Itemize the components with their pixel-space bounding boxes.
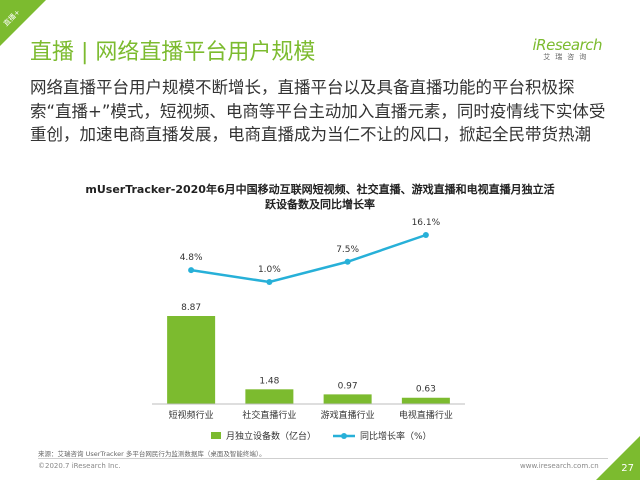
bar-label-0: 8.87 bbox=[181, 303, 201, 313]
logo-sub: 艾瑞咨询 bbox=[543, 53, 592, 61]
bar-label-1: 1.48 bbox=[259, 376, 279, 386]
growth-label-3: 16.1% bbox=[412, 218, 441, 228]
growth-label-2: 7.5% bbox=[336, 245, 359, 255]
growth-point-0 bbox=[188, 267, 195, 274]
bar-label-2: 0.97 bbox=[338, 381, 358, 391]
summary-text: 网络直播平台用户规模不断增长，直播平台以及具备直播功能的平台积极探索“直播+”模… bbox=[30, 78, 606, 144]
page-corner bbox=[596, 436, 640, 480]
category-label-0: 短视频行业 bbox=[169, 409, 214, 421]
category-label-1: 社交直播行业 bbox=[242, 409, 296, 421]
legend-bar-swatch bbox=[211, 432, 221, 439]
corner-ribbon bbox=[0, 0, 46, 46]
growth-line bbox=[190, 233, 427, 284]
bar-2 bbox=[323, 394, 372, 404]
bar-3 bbox=[401, 397, 450, 404]
logo-word: iResearch bbox=[532, 36, 603, 54]
bar-0 bbox=[167, 316, 216, 404]
growth-point-1 bbox=[266, 279, 273, 285]
growth-label-1: 1.0% bbox=[258, 265, 281, 275]
page-title: 直播 | 网络直播平台用户规模 bbox=[30, 40, 316, 65]
chart-title: mUserTracker-2020年6月中国移动互联网短视频、社交直播、游戏直播… bbox=[0, 182, 640, 212]
footer-divider bbox=[38, 458, 608, 459]
bar-label-3: 0.63 bbox=[416, 385, 436, 395]
category-label-3: 电视直播行业 bbox=[399, 409, 453, 421]
source-note: 来源：艾瑞咨询 UserTracker 多平台网民行为监测数据库（桌面及智能终端… bbox=[38, 450, 266, 458]
legend-bar-label: 月独立设备数（亿台） bbox=[226, 430, 316, 442]
growth-point-2 bbox=[344, 258, 351, 265]
page-number: 27 bbox=[621, 463, 634, 474]
growth-point-3 bbox=[422, 232, 429, 238]
growth-label-0: 4.8% bbox=[180, 253, 203, 263]
category-label-2: 游戏直播行业 bbox=[321, 409, 375, 421]
copyright: ©2020.7 iResearch Inc. bbox=[38, 462, 121, 470]
legend-line-label: 同比增长率（%） bbox=[360, 430, 432, 442]
website-link[interactable]: www.iresearch.com.cn bbox=[520, 462, 599, 470]
bar-1 bbox=[245, 389, 294, 404]
chart-title-line1: mUserTracker-2020年6月中国移动互联网短视频、社交直播、游戏直播… bbox=[85, 183, 555, 196]
legend-line-marker bbox=[341, 433, 347, 439]
iresearch-logo: iResearch 艾瑞咨询 bbox=[532, 36, 603, 62]
chart-title-line2: 跃设备数及同比增长率 bbox=[265, 198, 375, 211]
